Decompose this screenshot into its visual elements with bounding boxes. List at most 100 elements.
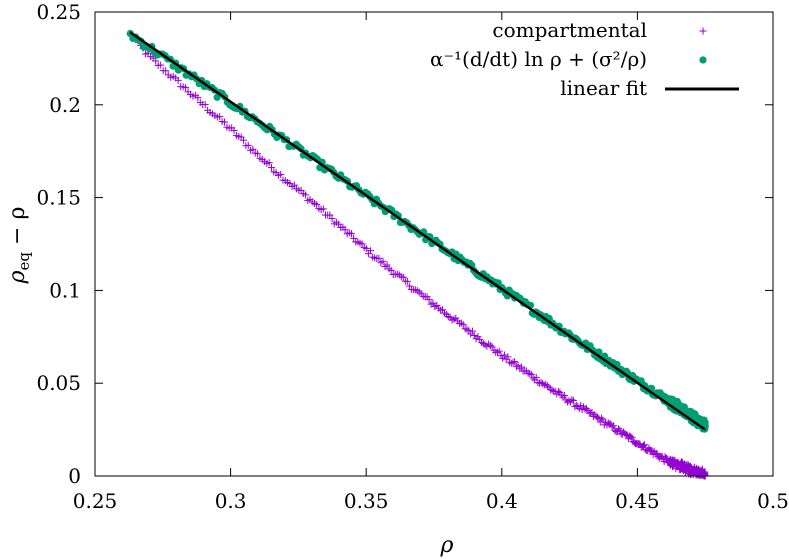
data-point-compartmental xyxy=(511,358,519,366)
data-point-compartmental xyxy=(302,191,310,199)
data-point-compartmental xyxy=(326,211,334,219)
data-point-compartmental xyxy=(495,347,503,355)
legend-circle-marker xyxy=(699,56,707,64)
data-point-compartmental xyxy=(540,381,548,389)
data-point-compartmental xyxy=(265,159,273,167)
y-tick-label: 0.1 xyxy=(49,278,81,302)
data-point-compartmental xyxy=(504,353,512,361)
data-point-compartmental xyxy=(628,434,636,442)
series-compartmental xyxy=(126,29,709,480)
data-point-compartmental xyxy=(681,460,689,468)
data-point-compartmental xyxy=(554,387,562,395)
data-point-compartmental xyxy=(548,386,556,394)
data-point-compartmental xyxy=(277,170,285,178)
x-tick-label: 0.5 xyxy=(757,489,789,513)
data-point-compartmental xyxy=(157,61,165,69)
data-point-compartmental xyxy=(476,335,484,343)
data-point-compartmental xyxy=(313,201,321,209)
data-point-compartmental xyxy=(547,386,555,394)
data-point-compartmental xyxy=(682,465,690,473)
x-tick-label: 0.4 xyxy=(486,489,518,513)
data-point-compartmental xyxy=(527,371,535,379)
data-point-compartmental xyxy=(182,84,190,92)
data-point-compartmental xyxy=(568,396,576,404)
y-tick-label: 0.25 xyxy=(36,0,81,24)
legend-plus-marker xyxy=(699,27,707,35)
data-point-alpha-expr xyxy=(698,416,706,424)
legend-symbol-alpha-expr xyxy=(699,56,707,64)
data-point-compartmental xyxy=(461,325,469,333)
x-tick-label: 0.25 xyxy=(73,489,118,513)
data-point-compartmental xyxy=(290,181,298,189)
data-point-compartmental xyxy=(379,257,387,265)
data-point-compartmental xyxy=(486,342,494,350)
data-point-compartmental xyxy=(694,465,702,473)
data-point-compartmental xyxy=(616,426,624,434)
data-point-compartmental xyxy=(687,462,695,470)
y-tick-label: 0.15 xyxy=(36,186,81,210)
data-point-compartmental xyxy=(539,380,547,388)
data-point-compartmental xyxy=(517,363,525,371)
data-point-compartmental xyxy=(152,57,160,65)
data-point-compartmental xyxy=(594,413,602,421)
data-point-compartmental xyxy=(387,266,395,274)
data-point-compartmental xyxy=(542,380,550,388)
data-point-compartmental xyxy=(341,226,349,234)
data-point-compartmental xyxy=(581,405,589,413)
data-point-compartmental xyxy=(698,471,706,479)
data-point-compartmental xyxy=(677,459,685,467)
data-point-compartmental xyxy=(537,378,545,386)
x-tick-label: 0.35 xyxy=(344,489,389,513)
data-point-compartmental xyxy=(220,118,228,126)
data-point-compartmental xyxy=(499,354,507,362)
data-point-compartmental xyxy=(350,234,358,242)
x-tick-labels: 0.25 0.3 0.35 0.4 0.45 0.5 xyxy=(73,489,789,513)
y-tick-label: 0 xyxy=(68,464,81,488)
plot-frame xyxy=(94,11,774,477)
legend-label-alpha-expr: α⁻¹(d/dt) ln ρ + (σ²/ρ) xyxy=(430,47,647,71)
data-point-compartmental xyxy=(529,374,537,382)
y-axis-label: ρeq − ρ xyxy=(5,207,33,285)
data-point-compartmental xyxy=(162,67,170,75)
data-point-compartmental xyxy=(507,359,515,367)
data-point-compartmental xyxy=(514,361,522,369)
legend: compartmental α⁻¹(d/dt) ln ρ + (σ²/ρ) li… xyxy=(430,18,739,100)
data-point-compartmental xyxy=(383,261,391,269)
data-point-compartmental xyxy=(230,126,238,134)
data-point-compartmental xyxy=(615,425,623,433)
data-point-compartmental xyxy=(622,430,630,438)
data-point-compartmental xyxy=(463,325,471,333)
data-point-compartmental xyxy=(509,359,517,367)
data-point-compartmental xyxy=(201,101,209,109)
data-point-compartmental xyxy=(403,277,411,285)
data-point-compartmental xyxy=(375,254,383,262)
x-tick-label: 0.3 xyxy=(215,489,247,513)
data-point-compartmental xyxy=(470,332,478,340)
data-point-compartmental xyxy=(328,215,336,223)
data-point-compartmental xyxy=(543,382,551,390)
y-axis-label-rest: − ρ xyxy=(5,207,30,252)
data-point-compartmental xyxy=(641,441,649,449)
data-point-compartmental xyxy=(468,327,476,335)
data-point-compartmental xyxy=(575,405,583,413)
data-point-compartmental xyxy=(687,471,695,479)
data-point-compartmental xyxy=(560,391,568,399)
data-point-compartmental xyxy=(669,456,677,464)
y-axis-label-main: ρ xyxy=(5,270,30,284)
data-point-compartmental xyxy=(244,141,252,149)
data-point-compartmental xyxy=(478,338,486,346)
plot-series xyxy=(126,29,709,480)
data-point-alpha-expr xyxy=(680,403,688,411)
data-point-compartmental xyxy=(366,247,374,255)
data-point-compartmental xyxy=(254,150,262,158)
data-point-compartmental xyxy=(439,306,447,314)
data-point-compartmental xyxy=(481,341,489,349)
data-point-compartmental xyxy=(647,446,655,454)
x-axis-label: ρ xyxy=(440,533,454,558)
data-point-compartmental xyxy=(216,113,224,121)
data-point-compartmental xyxy=(532,373,540,381)
data-point-compartmental xyxy=(319,205,327,213)
data-point-compartmental xyxy=(577,401,585,409)
data-point-compartmental xyxy=(627,433,635,441)
